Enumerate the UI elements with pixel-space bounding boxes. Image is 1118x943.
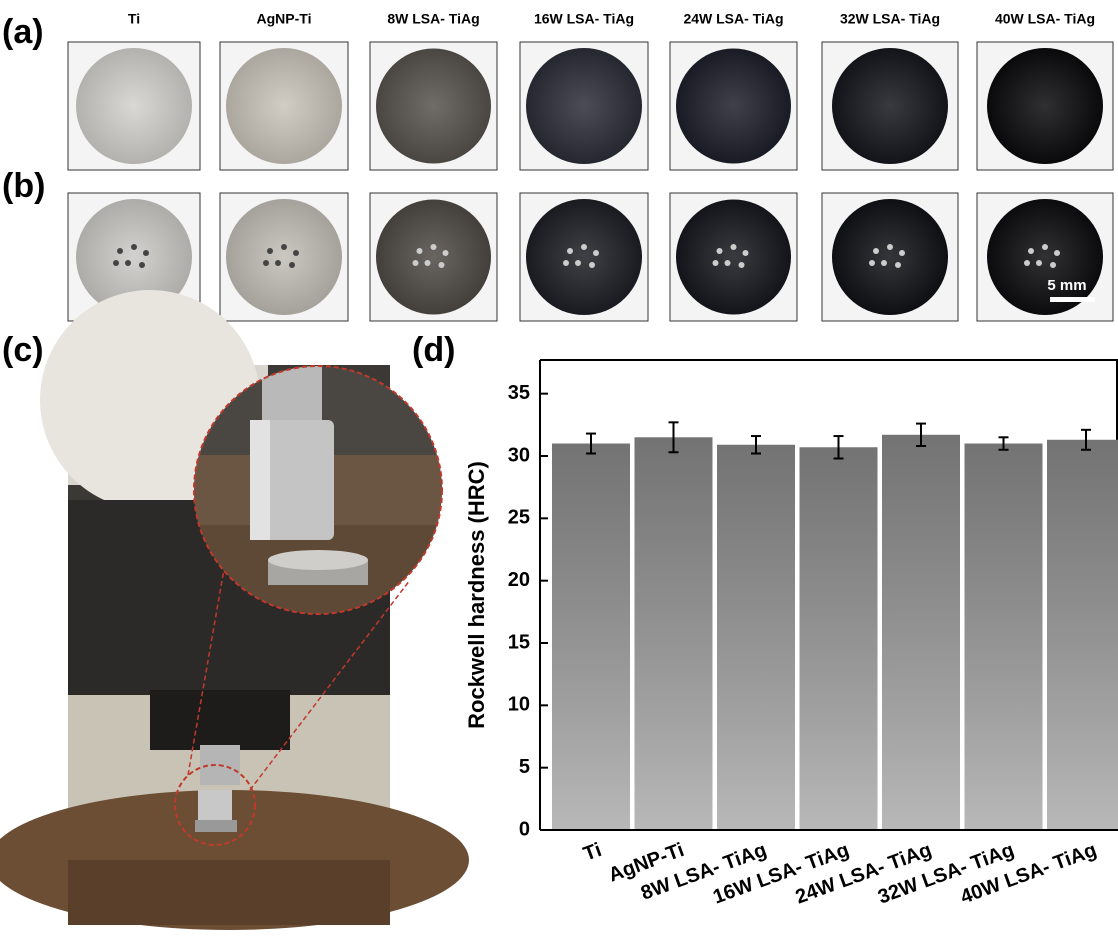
disk-shade: [832, 199, 948, 315]
indent: [431, 244, 437, 250]
bar-shade: [552, 444, 630, 830]
indent: [869, 260, 875, 266]
disk-shade: [376, 200, 491, 315]
indent: [281, 244, 287, 250]
y-tick-label: 25: [508, 507, 530, 529]
bar-shade: [1047, 440, 1118, 830]
indent: [739, 262, 745, 268]
y-tick-label: 30: [508, 444, 530, 466]
disk-shade: [832, 48, 948, 164]
y-axis-label: Rockwell hardness (HRC): [464, 461, 489, 729]
disk-shade: [676, 49, 791, 164]
indent: [743, 250, 749, 256]
sample-label: 8W LSA- TiAg: [387, 11, 479, 27]
indent: [899, 250, 905, 256]
indent: [887, 244, 893, 250]
sample-label: AgNP-Ti: [257, 11, 312, 27]
bar-shade: [635, 437, 713, 830]
y-tick-label: 5: [519, 756, 530, 778]
indent: [895, 262, 901, 268]
disk-shade: [76, 48, 192, 164]
x-tick-label: Ti: [581, 839, 605, 866]
indent: [143, 250, 149, 256]
indent: [117, 248, 123, 254]
y-tick-label: 0: [519, 818, 530, 840]
sample-label: 16W LSA- TiAg: [534, 11, 634, 27]
indent: [443, 250, 449, 256]
disk-shade: [226, 199, 342, 315]
indent: [1054, 250, 1060, 256]
sample-label: Ti: [128, 11, 140, 27]
sample-label: 40W LSA- TiAg: [995, 11, 1095, 27]
indent: [873, 248, 879, 254]
sample-photos: Ti AgNP-Ti 8W LSA- TiAg 16W LSA- TiAg 24W LS…: [68, 11, 1113, 321]
y-tick-label: 10: [508, 694, 530, 716]
indent: [593, 250, 599, 256]
bar-shade: [882, 435, 960, 830]
indent: [575, 260, 581, 266]
indent: [1036, 260, 1042, 266]
indent: [881, 260, 887, 266]
scale-bar: [1050, 297, 1095, 302]
indent: [275, 260, 281, 266]
panel-label: (a): [2, 13, 44, 51]
disk-shade: [376, 49, 491, 164]
indent: [289, 262, 295, 268]
indent: [263, 260, 269, 266]
panel-label: (d): [412, 331, 455, 369]
panel-label: (c): [2, 331, 44, 369]
panel-label: (b): [2, 167, 45, 205]
indent: [1042, 244, 1048, 250]
indent: [581, 244, 587, 250]
indent: [139, 262, 145, 268]
indent: [413, 260, 419, 266]
indent: [1024, 260, 1030, 266]
indent: [113, 260, 119, 266]
disk-shade: [226, 48, 342, 164]
indent: [417, 248, 423, 254]
y-tick-label: 35: [508, 382, 530, 404]
indent: [1050, 262, 1056, 268]
indent: [563, 260, 569, 266]
indent: [567, 248, 573, 254]
indent: [1028, 248, 1034, 254]
indent: [713, 260, 719, 266]
indent: [293, 250, 299, 256]
disk-shade: [987, 48, 1103, 164]
bar-shade: [965, 444, 1043, 830]
bar-shade: [717, 445, 795, 830]
indent: [125, 260, 131, 266]
indent: [425, 260, 431, 266]
figure: (a) (b) (c) (d) Ti AgNP-Ti 8W LSA- TiAg 16W…: [0, 0, 1118, 943]
sample-label: 24W LSA- TiAg: [683, 11, 783, 27]
indent: [725, 260, 731, 266]
indent: [717, 248, 723, 254]
disk-shade: [526, 199, 642, 315]
bar-shade: [800, 447, 878, 830]
indent: [589, 262, 595, 268]
scale-bar-label: 5 mm: [1047, 277, 1086, 294]
indent: [131, 244, 137, 250]
disk-shade: [676, 200, 791, 315]
sample-label: 32W LSA- TiAg: [840, 11, 940, 27]
indent: [731, 244, 737, 250]
hardness-tester-photo: [0, 290, 469, 930]
disk-shade: [526, 48, 642, 164]
indent: [267, 248, 273, 254]
indent: [439, 262, 445, 268]
y-tick-label: 15: [508, 631, 530, 653]
y-tick-label: 20: [508, 569, 530, 591]
